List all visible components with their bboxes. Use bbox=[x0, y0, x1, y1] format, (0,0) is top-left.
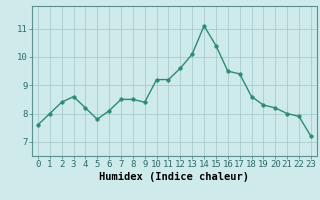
X-axis label: Humidex (Indice chaleur): Humidex (Indice chaleur) bbox=[100, 172, 249, 182]
